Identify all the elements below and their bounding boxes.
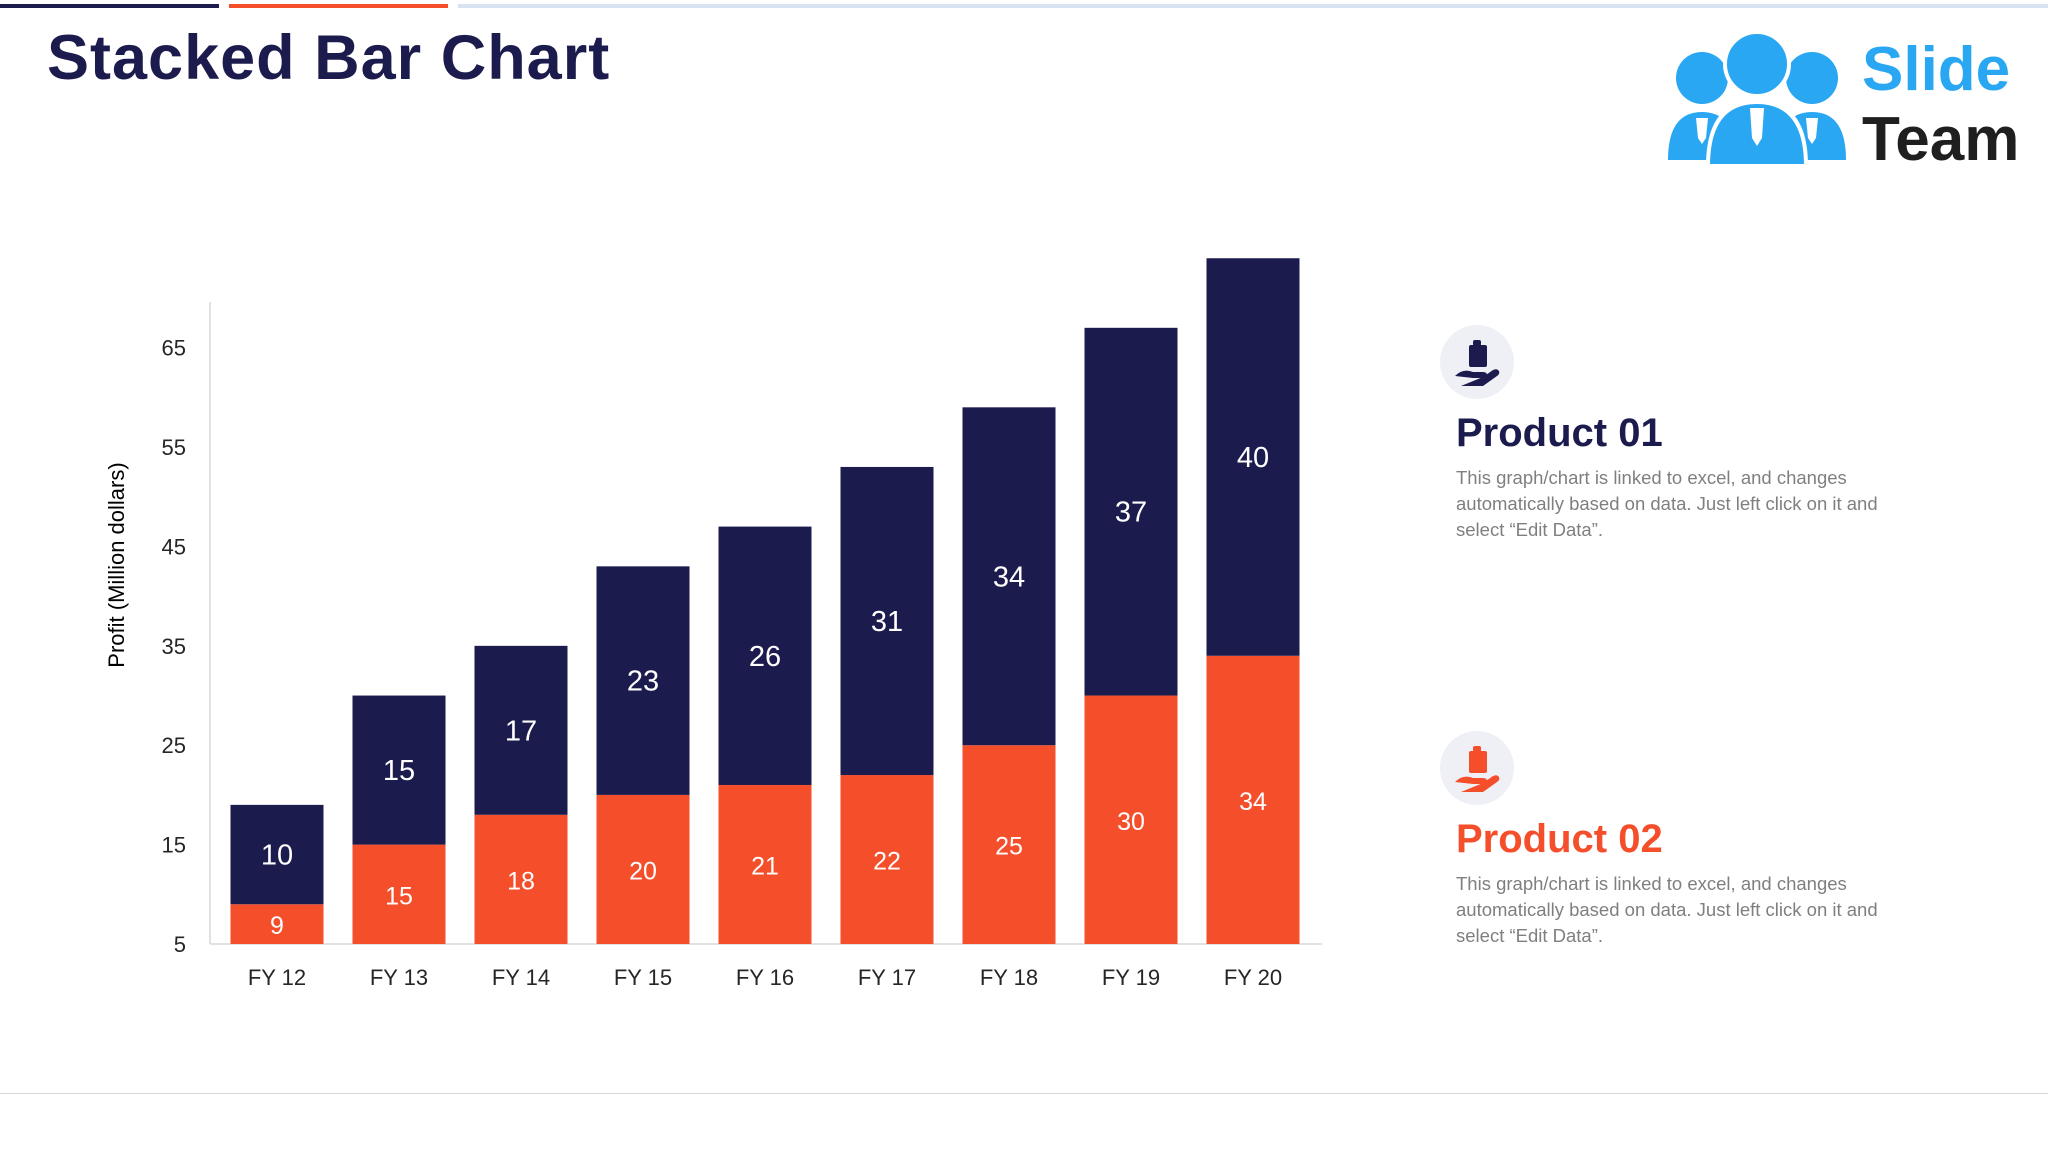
slideteam-logo: Slide Team [1664, 26, 2024, 176]
data-label: 37 [1115, 497, 1147, 529]
bottom-divider [0, 1093, 2048, 1094]
data-label: 15 [383, 755, 415, 787]
x-tick-label: FY 15 [614, 965, 672, 990]
product-02-name: Product 02 [1456, 817, 1663, 861]
bar-product-01 [840, 775, 934, 944]
x-tick-label: FY 14 [492, 965, 550, 990]
top-accent-bar-orange [229, 4, 448, 8]
bar-product-02 [352, 695, 446, 845]
data-label: 34 [993, 561, 1025, 593]
top-accent-bar-light [458, 4, 2048, 8]
bar-product-02 [1206, 258, 1300, 656]
bar-product-02 [840, 466, 934, 776]
product-02-description: This graph/chart is linked to excel, and… [1456, 873, 1878, 946]
bar-product-02 [596, 566, 690, 795]
bar-product-01 [1084, 695, 1178, 944]
data-label: 22 [873, 848, 901, 876]
top-accent-bar-navy [0, 4, 219, 8]
bar-product-01 [230, 904, 324, 944]
data-label: 15 [385, 882, 413, 910]
y-tick-label: 35 [162, 634, 186, 659]
bar-product-01 [718, 784, 812, 944]
bar-product-01 [596, 794, 690, 944]
data-label: 23 [627, 666, 659, 698]
hand-clipboard-icon [1455, 746, 1500, 792]
bar-product-02 [474, 645, 568, 815]
y-axis-title: Profit (Million dollars) [104, 462, 129, 667]
hand-clipboard-icon [1455, 340, 1500, 386]
data-label: 31 [871, 606, 903, 638]
bar-product-02 [230, 804, 324, 905]
logo-word-slide: Slide [1862, 35, 2011, 104]
bar-product-01 [474, 814, 568, 944]
x-tick-label: FY 12 [248, 965, 306, 990]
y-tick-label: 5 [174, 932, 186, 957]
data-label: 26 [749, 641, 781, 673]
data-label: 18 [507, 867, 535, 895]
bar-product-02 [962, 407, 1056, 746]
product-01-icon-circle [1440, 325, 1514, 399]
x-tick-label: FY 17 [858, 965, 916, 990]
people-logo-icon [1668, 30, 1846, 166]
page-title: Stacked Bar Chart [47, 23, 611, 93]
data-label: 20 [629, 857, 657, 885]
x-tick-label: FY 18 [980, 965, 1038, 990]
bar-product-01 [352, 844, 446, 944]
data-label: 21 [751, 852, 779, 880]
y-tick-label: 45 [162, 534, 186, 559]
y-tick-label: 15 [162, 833, 186, 858]
data-label: 30 [1117, 808, 1145, 836]
data-label: 34 [1239, 788, 1267, 816]
y-tick-label: 65 [162, 336, 186, 361]
data-label: 40 [1237, 442, 1269, 474]
bar-product-02 [1084, 327, 1178, 696]
x-tick-label: FY 16 [736, 965, 794, 990]
product-01-name: Product 01 [1456, 411, 1663, 455]
product-02-icon-circle [1440, 731, 1514, 805]
data-label: 17 [505, 715, 537, 747]
logo-word-team: Team [1862, 105, 2020, 174]
bar-product-01 [962, 745, 1056, 944]
y-tick-label: 55 [162, 435, 186, 460]
product-01-description: This graph/chart is linked to excel, and… [1456, 467, 1878, 540]
x-tick-label: FY 19 [1102, 965, 1160, 990]
bar-product-01 [1206, 655, 1300, 944]
y-tick-label: 25 [162, 733, 186, 758]
data-label: 9 [270, 912, 284, 940]
data-label: 10 [261, 840, 293, 872]
x-tick-label: FY 20 [1224, 965, 1282, 990]
bar-product-02 [718, 526, 812, 785]
x-tick-label: FY 13 [370, 965, 428, 990]
data-label: 25 [995, 833, 1023, 861]
